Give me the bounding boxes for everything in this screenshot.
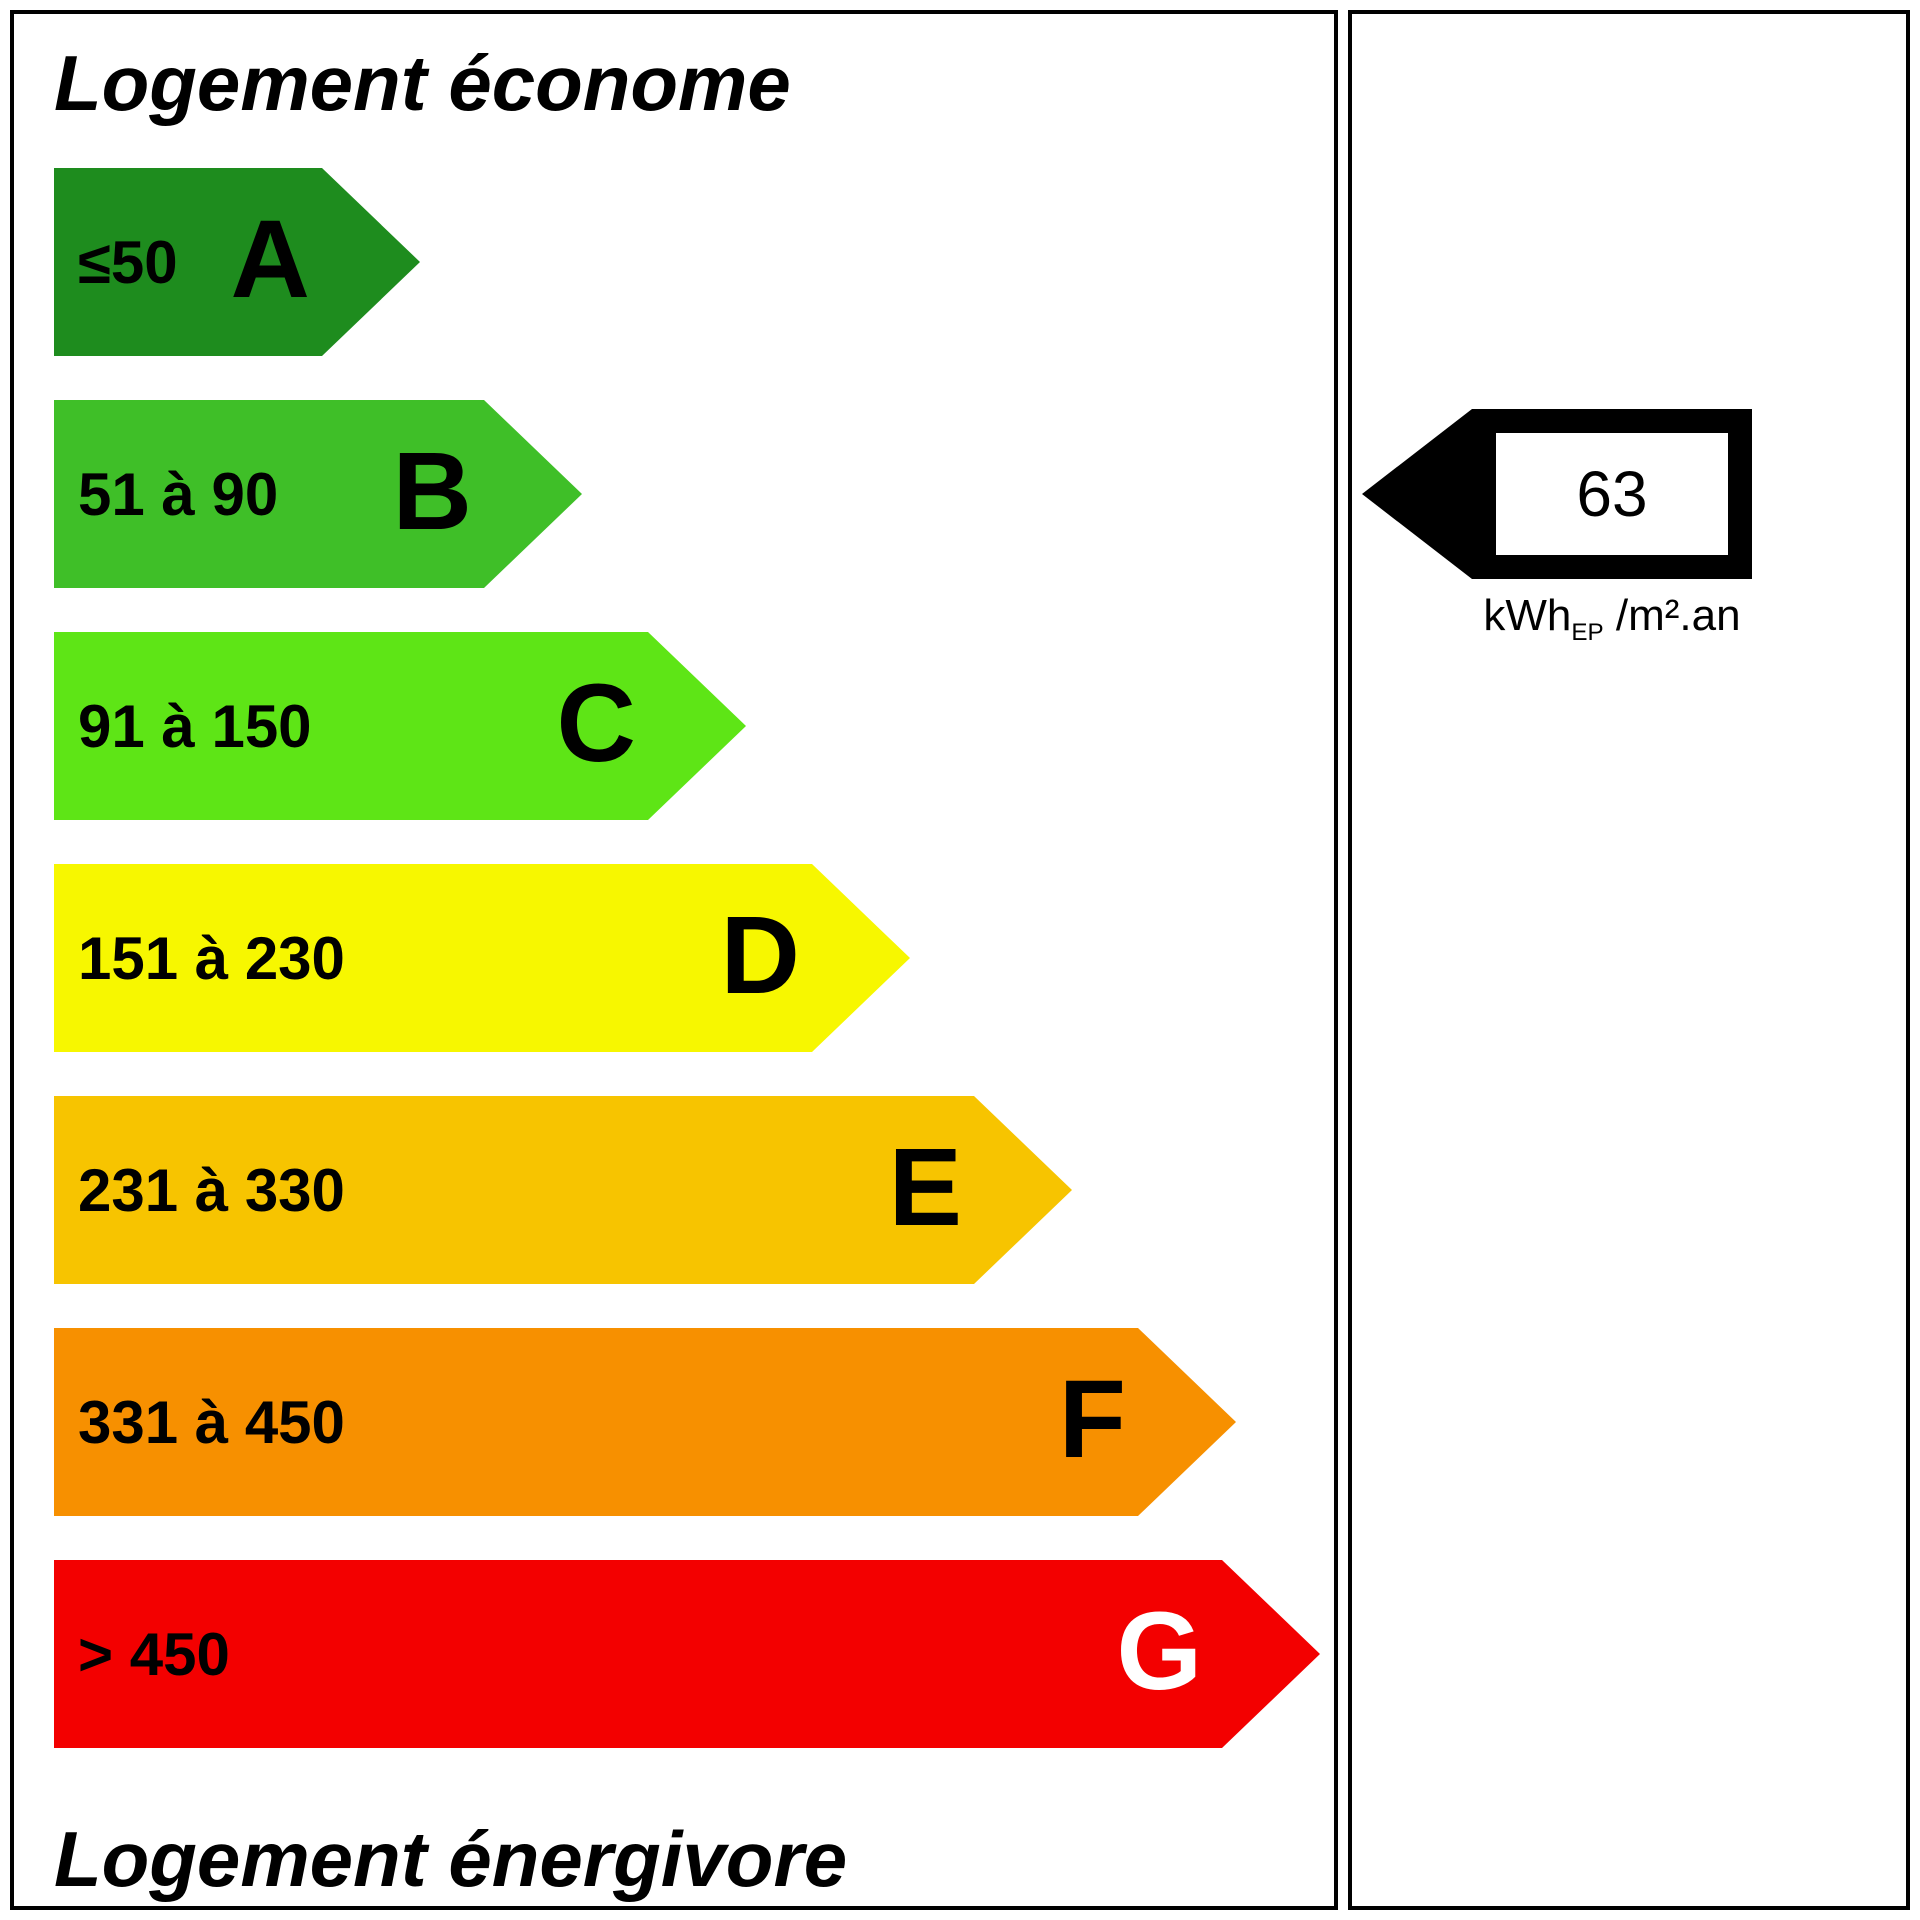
energy-bar-b: 51 à 90 B — [54, 400, 1320, 588]
energy-bar-a: ≤50 A — [54, 168, 1320, 356]
bar-body: 151 à 230 D — [54, 864, 812, 1052]
bar-arrow-icon — [322, 168, 420, 356]
energy-bar-c: 91 à 150 C — [54, 632, 1320, 820]
bar-range-label: 331 à 450 — [78, 1388, 345, 1457]
bar-class-letter: C — [557, 660, 636, 787]
bar-range-label: 231 à 330 — [78, 1156, 345, 1225]
energy-bar-f: 331 à 450 F — [54, 1328, 1320, 1516]
bar-class-letter: D — [721, 892, 800, 1019]
bar-arrow-icon — [812, 864, 910, 1052]
energy-bars: ≤50 A 51 à 90 B 91 à 150 C 151 à 230 D 231 à 330… — [54, 168, 1320, 1748]
bar-arrow-icon — [484, 400, 582, 588]
bar-class-letter: A — [231, 196, 310, 323]
bar-class-letter: G — [1116, 1588, 1202, 1715]
energy-bar-d: 151 à 230 D — [54, 864, 1320, 1052]
bar-body: ≤50 A — [54, 168, 322, 356]
energy-bar-g: > 450 G — [54, 1560, 1320, 1748]
side-panel: 63 kWhEP /m².an — [1348, 10, 1910, 1910]
bar-body: 91 à 150 C — [54, 632, 648, 820]
pointer-unit-caption: kWhEP /m².an — [1472, 591, 1752, 647]
bar-class-letter: B — [393, 428, 472, 555]
bar-range-label: ≤50 — [78, 228, 178, 297]
energy-bar-e: 231 à 330 E — [54, 1096, 1320, 1284]
bar-body: 331 à 450 F — [54, 1328, 1138, 1516]
main-panel: Logement économe ≤50 A 51 à 90 B 91 à 150 C 15… — [10, 10, 1338, 1910]
bar-class-letter: F — [1059, 1356, 1126, 1483]
bar-arrow-icon — [1222, 1560, 1320, 1748]
bar-range-label: 151 à 230 — [78, 924, 345, 993]
bar-body: 51 à 90 B — [54, 400, 484, 588]
pointer-box: 63 — [1472, 409, 1752, 579]
pointer-value: 63 — [1496, 433, 1728, 555]
bar-range-label: 51 à 90 — [78, 460, 278, 529]
pointer-unit-suffix: /m².an — [1604, 591, 1741, 640]
bar-arrow-icon — [1138, 1328, 1236, 1516]
title-top: Logement économe — [54, 38, 791, 129]
title-bottom: Logement énergivore — [54, 1814, 847, 1905]
bar-range-label: > 450 — [78, 1620, 230, 1689]
bar-arrow-icon — [974, 1096, 1072, 1284]
energy-label-canvas: Logement économe ≤50 A 51 à 90 B 91 à 150 C 15… — [0, 0, 1920, 1920]
bar-body: > 450 G — [54, 1560, 1222, 1748]
bar-range-label: 91 à 150 — [78, 692, 312, 761]
bar-body: 231 à 330 E — [54, 1096, 974, 1284]
value-pointer: 63 kWhEP /m².an — [1362, 409, 1752, 579]
pointer-arrow-icon — [1362, 409, 1472, 579]
pointer-unit-sub: EP — [1571, 619, 1603, 646]
pointer-unit-prefix: kWh — [1483, 591, 1571, 640]
bar-class-letter: E — [889, 1124, 962, 1251]
bar-arrow-icon — [648, 632, 746, 820]
